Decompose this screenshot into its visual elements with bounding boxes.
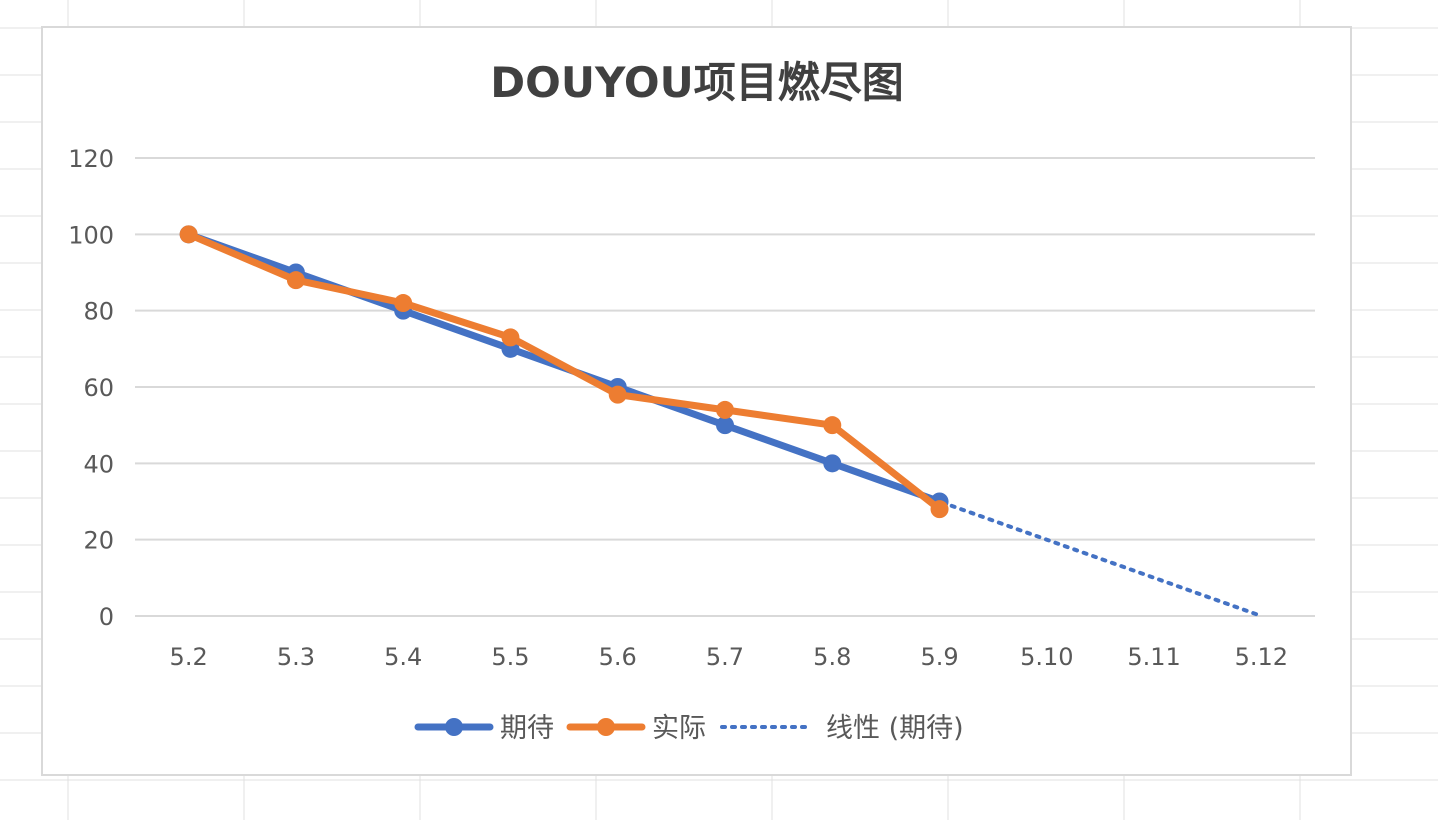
x-axis-tick-labels: 5.2 5.3 5.4 5.5 5.6 5.7 5.8 5.9 5.10 5.11 5.12	[170, 643, 1289, 671]
x-tick-label: 5.10	[1020, 643, 1073, 671]
legend-item: 线性 (期待)	[720, 713, 964, 744]
data-point	[501, 328, 520, 347]
legend-item: 实际	[566, 713, 706, 744]
x-tick-label: 5.6	[599, 643, 637, 671]
gridlines	[135, 157, 1315, 617]
y-tick-label: 60	[83, 374, 114, 402]
data-point	[608, 385, 627, 404]
legend: 期待 实际 线性 (期待)	[414, 713, 964, 744]
legend-item: 期待	[414, 713, 554, 744]
series-actual	[179, 225, 949, 519]
x-tick-label: 5.2	[170, 643, 208, 671]
data-point	[823, 416, 842, 435]
legend-marker	[445, 718, 463, 736]
data-point	[179, 225, 198, 244]
x-tick-label: 5.3	[277, 643, 315, 671]
series-layer	[179, 225, 1264, 618]
y-tick-label: 20	[83, 527, 114, 555]
x-tick-label: 5.5	[491, 643, 529, 671]
chart-area[interactable]	[41, 26, 1352, 776]
x-tick-label: 5.9	[920, 643, 958, 671]
x-tick-label: 5.4	[384, 643, 422, 671]
x-tick-label: 5.12	[1235, 643, 1288, 671]
legend-marker	[597, 718, 615, 736]
legend-label: 期待	[500, 713, 554, 744]
series-line	[185, 230, 943, 513]
x-tick-label: 5.8	[813, 643, 851, 671]
chart-title: DOUYOU项目燃尽图	[490, 58, 903, 107]
y-tick-label: 120	[68, 145, 114, 173]
y-axis-tick-labels: 0 20 40 60 80 100 120	[68, 145, 114, 631]
data-point	[930, 500, 949, 519]
x-tick-label: 5.7	[706, 643, 744, 671]
x-tick-label: 5.11	[1127, 643, 1180, 671]
y-tick-label: 0	[99, 603, 114, 631]
y-tick-label: 100	[68, 221, 114, 249]
legend-label: 实际	[652, 713, 706, 744]
data-point	[286, 271, 305, 290]
legend-label: 线性 (期待)	[826, 713, 964, 744]
y-tick-label: 80	[83, 298, 114, 326]
data-point	[394, 294, 413, 313]
data-point	[823, 454, 842, 473]
data-point	[716, 416, 734, 435]
data-point	[716, 400, 734, 419]
y-tick-label: 40	[83, 450, 114, 478]
